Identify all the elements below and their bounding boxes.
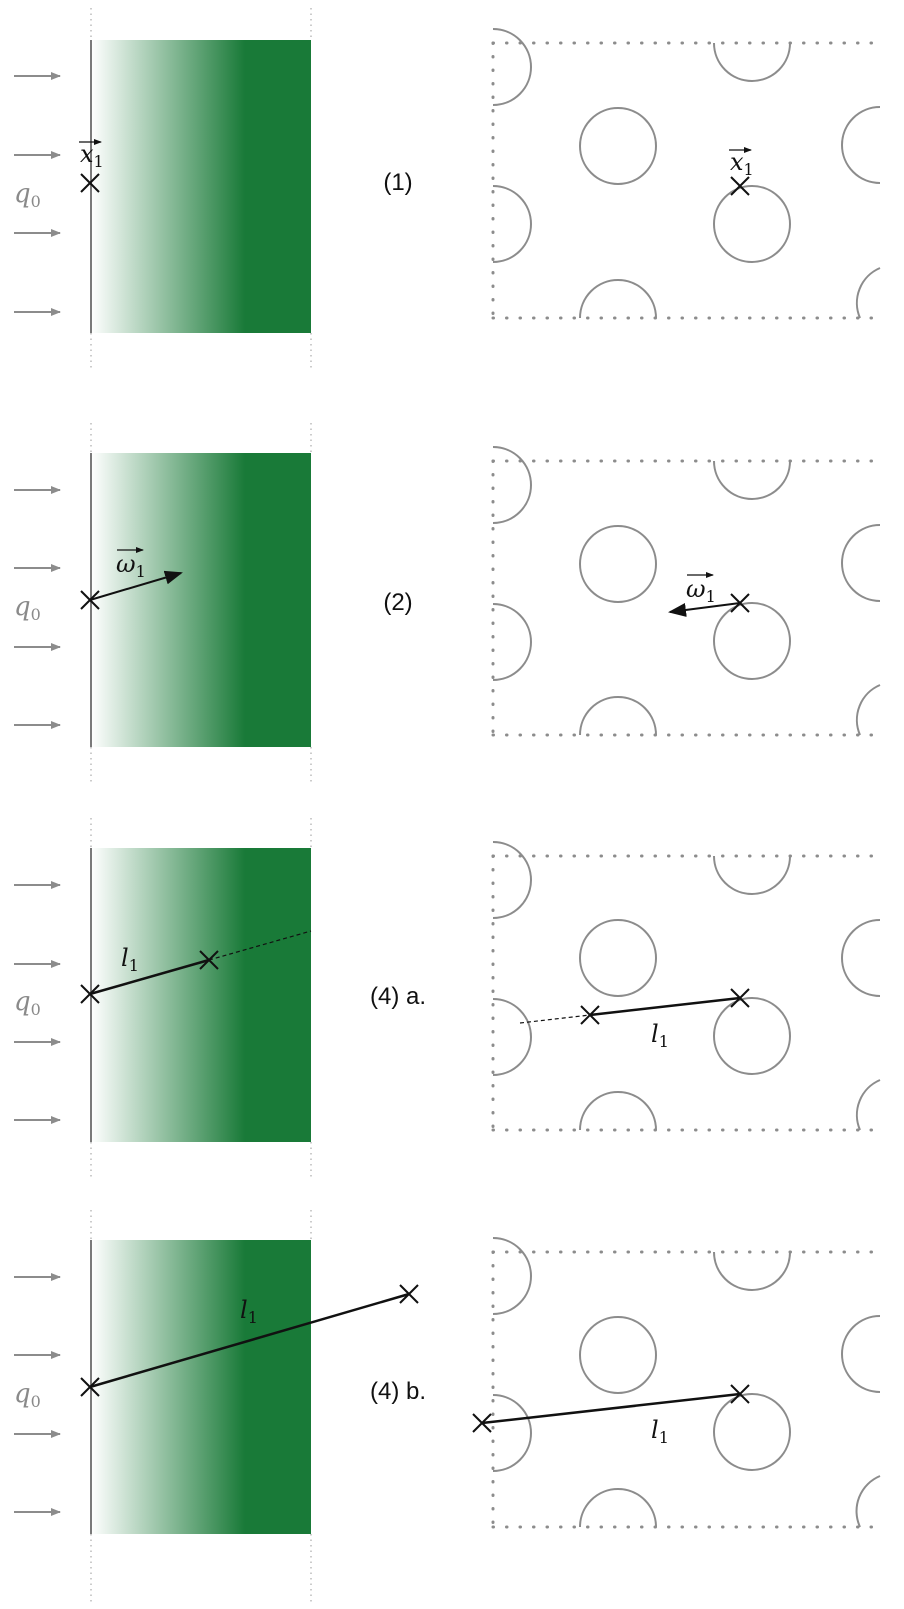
- cell-start-point-marker: [730, 988, 750, 1008]
- collision-point-marker: [199, 950, 219, 970]
- panel-1: q0 x1 (1) x1: [14, 8, 881, 370]
- inclusion-circle: [713, 602, 791, 680]
- inclusion-circle: [579, 1091, 657, 1131]
- inclusion-circle: [492, 841, 532, 919]
- direction-vector-label: ω1: [116, 547, 146, 581]
- step-label: (1): [383, 169, 412, 196]
- incident-flux-arrows: [14, 1273, 61, 1516]
- svg-text:x1: x1: [730, 148, 754, 179]
- slab-gradient: [91, 453, 311, 747]
- cell-free-path-segment: [481, 1392, 741, 1425]
- inclusion-circle: [579, 1316, 657, 1394]
- slab-4: [90, 1210, 312, 1605]
- inclusion-circle: [713, 1251, 791, 1291]
- step-label: (2): [383, 589, 412, 616]
- flux-label-q0: q0: [14, 179, 41, 211]
- cell-collision-point-marker: [580, 1005, 600, 1025]
- inclusion-circle: [579, 1488, 657, 1528]
- panel-3: q0 l1 (4) a.: [14, 818, 881, 1180]
- periodic-cell-2: [491, 446, 881, 737]
- slab-gradient: [91, 1240, 311, 1534]
- panel-4: q0 l1 (4) b.: [14, 1210, 881, 1605]
- inclusion-circle: [855, 267, 881, 319]
- direction-vector-arrow: [89, 570, 183, 601]
- flux-label-q0: q0: [14, 987, 41, 1019]
- inclusion-circle: [841, 1315, 881, 1393]
- inclusion-circle: [855, 684, 881, 736]
- inclusion-circle: [841, 919, 881, 997]
- inclusion-circle: [841, 106, 881, 184]
- incident-flux-arrows: [14, 881, 61, 1124]
- svg-text:x1: x1: [80, 140, 104, 171]
- cell-path-extension-dashed: [519, 1014, 591, 1024]
- escape-point-marker: [399, 1284, 419, 1304]
- periodic-cell-1: [491, 28, 881, 320]
- slab-gradient: [91, 40, 311, 333]
- slab-1: [90, 8, 312, 370]
- cell-free-path-length-label: l1: [651, 1416, 669, 1447]
- free-path-length-label: l1: [240, 1296, 258, 1327]
- svg-text:ω1: ω1: [686, 575, 716, 606]
- periodic-cell-4: [491, 1237, 881, 1529]
- inclusion-circle: [855, 1079, 881, 1131]
- inclusion-circle: [713, 185, 791, 263]
- inclusion-circle: [713, 855, 791, 895]
- inclusion-circle: [855, 1475, 881, 1528]
- periodic-cell-3: [491, 841, 881, 1132]
- inclusion-circle: [492, 603, 532, 681]
- inclusion-circle: [492, 1394, 532, 1472]
- start-point-marker: [80, 984, 100, 1004]
- cell-point-marker: [730, 176, 750, 196]
- slab-2: [90, 423, 312, 785]
- start-point-marker: [80, 173, 100, 193]
- inclusion-circle: [579, 107, 657, 185]
- inclusion-circle: [713, 1393, 791, 1471]
- start-point-marker: [80, 1377, 100, 1397]
- inclusion-circle: [492, 446, 532, 524]
- free-path-segment: [89, 958, 210, 996]
- free-path-segment: [89, 1292, 410, 1389]
- inclusion-circle: [492, 998, 532, 1076]
- inclusion-circle: [492, 28, 532, 106]
- free-path-length-label: l1: [121, 944, 139, 975]
- cell-position-vector-label: x1: [729, 147, 754, 179]
- inclusion-circle: [713, 460, 791, 500]
- incident-flux-arrows: [14, 72, 61, 316]
- cell-escape-point-marker: [472, 1413, 492, 1433]
- cell-free-path-length-label: l1: [651, 1020, 669, 1051]
- inclusion-circle: [579, 279, 657, 319]
- slab-gradient: [91, 848, 311, 1142]
- inclusion-circle: [579, 696, 657, 736]
- inclusion-circle: [713, 997, 791, 1075]
- step-label: (4) b.: [370, 1378, 426, 1405]
- inclusion-circle: [841, 524, 881, 602]
- cell-free-path-segment: [589, 996, 741, 1017]
- incident-flux-arrows: [14, 486, 61, 729]
- cell-direction-vector-label: ω1: [686, 572, 716, 606]
- cell-direction-vector-arrow: [668, 602, 741, 617]
- position-vector-label: x1: [79, 139, 104, 171]
- step-label: (4) a.: [370, 983, 426, 1010]
- cell-start-point-marker: [730, 1384, 750, 1404]
- inclusion-circle: [492, 185, 532, 263]
- inclusion-circle: [579, 919, 657, 997]
- slab-3: [90, 818, 312, 1180]
- path-extension-dashed: [208, 930, 312, 961]
- inclusion-circle: [579, 525, 657, 603]
- inclusion-circle: [713, 42, 791, 82]
- panel-2: q0 ω1 (2): [14, 423, 881, 785]
- flux-label-q0: q0: [14, 592, 41, 624]
- flux-label-q0: q0: [14, 1379, 41, 1411]
- svg-text:ω1: ω1: [116, 550, 146, 581]
- inclusion-circle: [492, 1237, 532, 1315]
